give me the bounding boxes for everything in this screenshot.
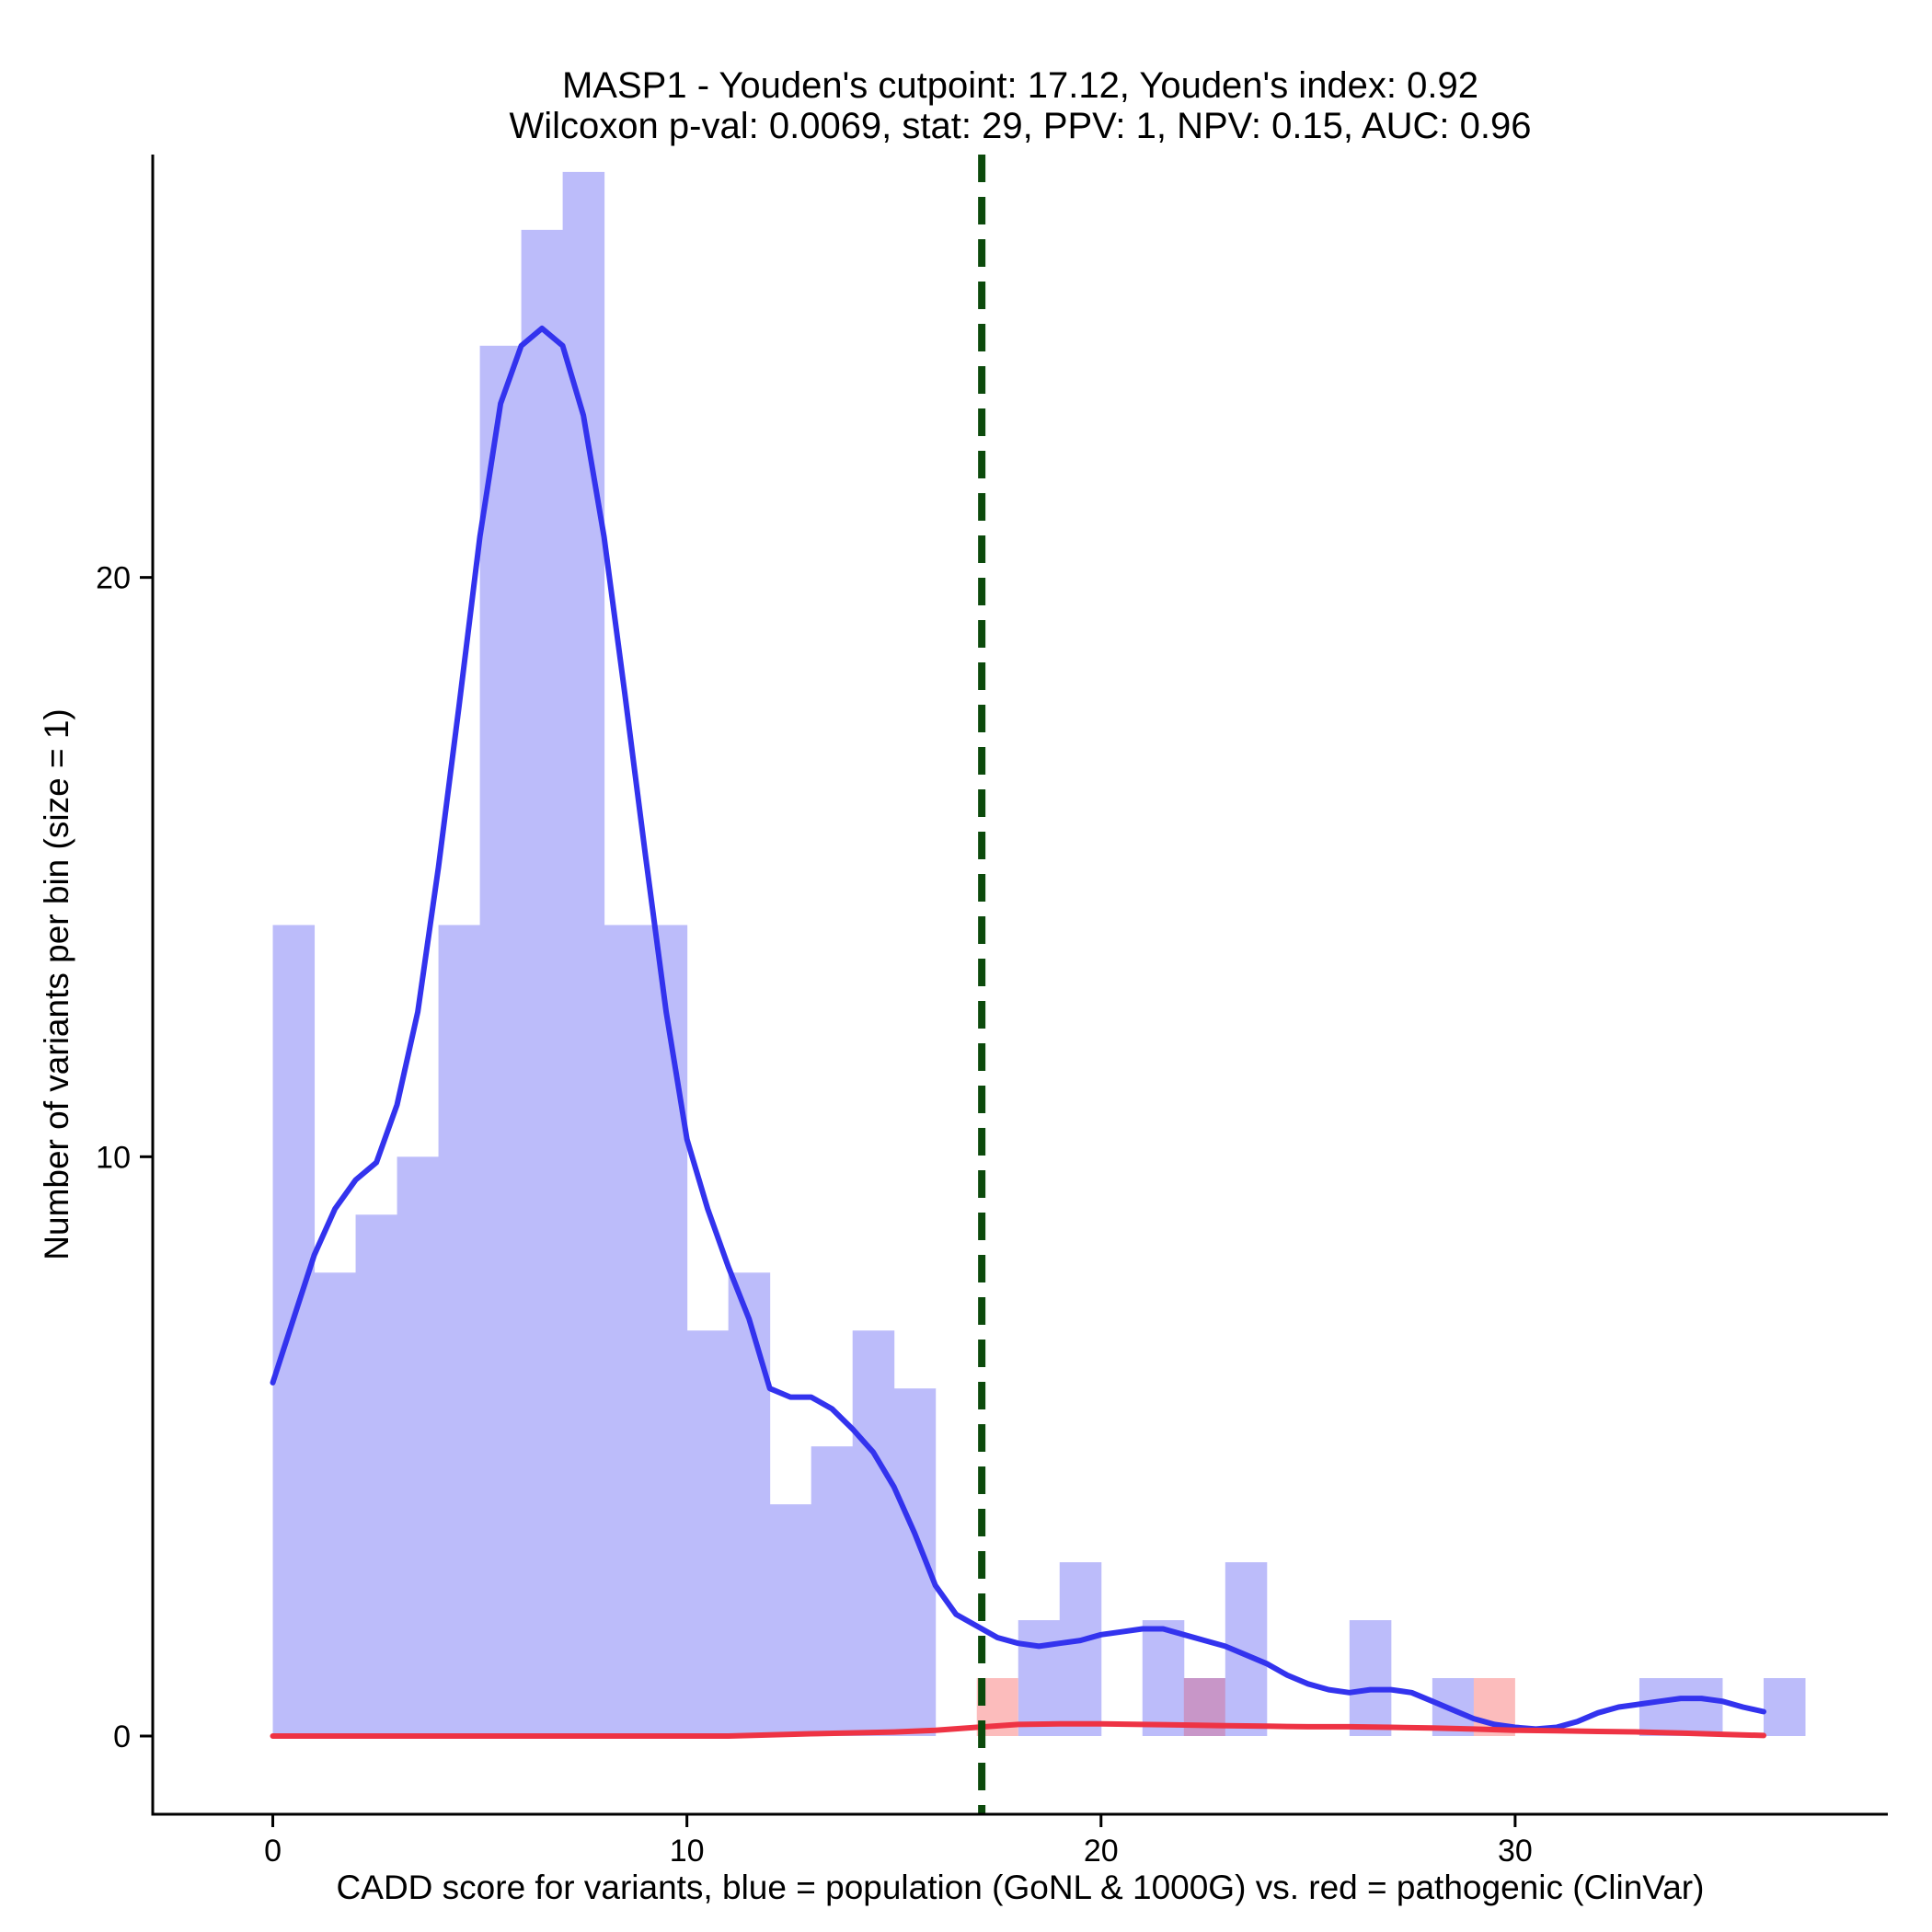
population-bar [769, 1504, 812, 1736]
population-bar [686, 1330, 730, 1736]
population-bar [728, 1272, 771, 1736]
population-bar [397, 1156, 440, 1736]
population-bar [438, 925, 481, 1736]
y-tick-label: 10 [96, 1140, 131, 1175]
chart-title-line1: MASP1 - Youden's cutpoint: 17.12, Youden… [562, 65, 1478, 106]
population-bar [1018, 1620, 1061, 1736]
population-bar [852, 1330, 895, 1736]
population-bar [272, 925, 316, 1736]
chart-title-line2: Wilcoxon p-val: 0.0069, stat: 29, PPV: 1… [510, 106, 1532, 146]
population-bar [1349, 1620, 1392, 1736]
population-bar [1639, 1678, 1682, 1736]
y-axis-label: Number of variants per bin (size = 1) [38, 708, 75, 1259]
ticks-layer: 0 10 20 30 0 10 20 [96, 561, 1533, 1869]
population-bar [604, 925, 647, 1736]
population-bar [645, 925, 688, 1736]
population-bar [1680, 1678, 1723, 1736]
y-tick-label: 0 [113, 1719, 131, 1754]
x-tick-label: 30 [1498, 1834, 1533, 1869]
population-bar [1763, 1678, 1806, 1736]
population-bar [521, 229, 564, 1736]
x-axis-label: CADD score for variants, blue = populati… [337, 1869, 1705, 1906]
bars-layer [272, 171, 1806, 1736]
axes-layer [151, 155, 1888, 1816]
x-tick-label: 0 [264, 1834, 282, 1869]
population-bar [355, 1214, 398, 1736]
population-bar [314, 1272, 357, 1736]
x-tick-label: 10 [670, 1834, 705, 1869]
density-layer [270, 325, 1766, 1739]
population-bar [811, 1446, 854, 1736]
population-bar [1142, 1620, 1185, 1736]
population-bar [893, 1388, 937, 1736]
population-bar [1059, 1562, 1102, 1736]
pathogenic-density-line [270, 1720, 1766, 1739]
x-tick-label: 20 [1084, 1834, 1119, 1869]
population-density-line [270, 325, 1766, 1732]
y-tick-label: 20 [96, 561, 131, 596]
population-bar [479, 345, 523, 1736]
